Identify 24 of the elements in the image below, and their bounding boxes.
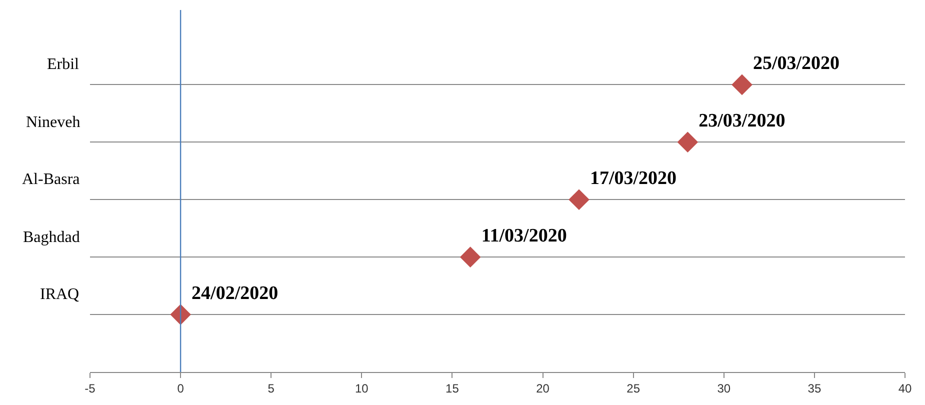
y-tick-label: Nineveh xyxy=(26,114,80,131)
point xyxy=(568,189,590,210)
x-tick-label: 10 xyxy=(354,381,369,396)
x-tick-label: 30 xyxy=(717,381,731,396)
x-tick-label: 5 xyxy=(268,381,275,396)
y-tick-label: Baghdad xyxy=(23,229,80,246)
x-tick-label: 20 xyxy=(536,381,550,396)
point xyxy=(732,74,752,96)
x-tick-label: 0 xyxy=(177,381,184,396)
data-label: 23/03/2020 xyxy=(698,110,786,132)
point xyxy=(460,246,481,268)
x-tick-label: 15 xyxy=(446,381,460,396)
y-tick-label: IRAQ xyxy=(40,286,80,303)
data-label: 24/02/2020 xyxy=(192,282,278,304)
point xyxy=(677,132,698,153)
x-tick-label: 35 xyxy=(808,381,822,396)
y-tick-label: Al-Basra xyxy=(22,171,80,188)
data-label: 25/03/2020 xyxy=(753,52,840,74)
x-tick-label: -5 xyxy=(84,381,96,396)
data-label: 11/03/2020 xyxy=(481,225,567,246)
x-tick-label: 40 xyxy=(898,381,912,396)
y-tick-label: Erbil xyxy=(47,56,80,73)
data-label: 17/03/2020 xyxy=(590,168,677,189)
x-tick-label: 25 xyxy=(626,381,640,396)
